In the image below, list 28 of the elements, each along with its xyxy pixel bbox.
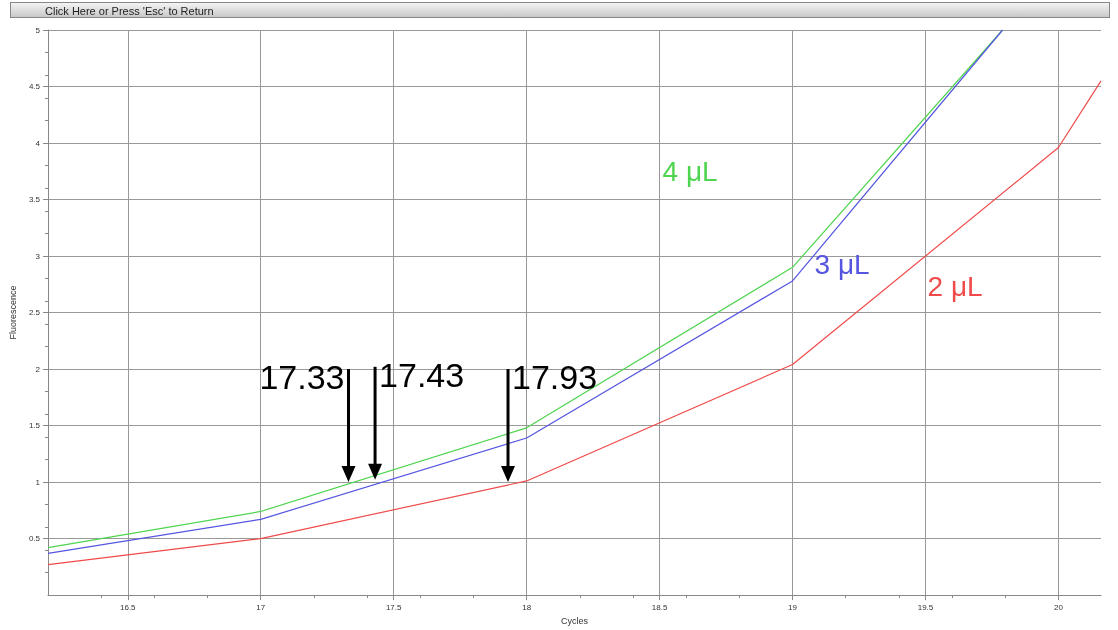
y-tick-label: 3: [35, 251, 41, 261]
x-tick-label: 18: [522, 602, 532, 612]
text: Click Here or Press 'Esc' to Return: [10, 2, 1110, 18]
y-tick-label: 2.5: [28, 308, 41, 318]
annotation: 17.33: [259, 358, 345, 397]
y-tick-label: 4: [35, 138, 41, 148]
x-tick-label: 18.5: [651, 602, 668, 612]
y-tick-label: 4.5: [28, 82, 41, 92]
x-axis-title: Cycles: [560, 615, 589, 626]
y-tick-label: 2: [35, 364, 41, 374]
x-tick-label: 19: [788, 602, 798, 612]
x-tick-label: 17.5: [385, 602, 403, 612]
annotation: 17.93: [512, 358, 598, 397]
y-tick-label: 0.5: [28, 534, 41, 544]
y-tick-label: 3.5: [28, 195, 41, 205]
series-label: 3 μL: [814, 249, 870, 281]
y-tick-label: 1: [35, 477, 41, 487]
x-tick-label: 17: [256, 602, 266, 612]
x-tick-label: 19.5: [917, 602, 934, 612]
y-tick-label: 5: [35, 25, 41, 35]
text: 4 μL: [662, 155, 718, 187]
y-tick-label: 1.5: [28, 421, 41, 431]
y-axis-title: Fluorescence: [8, 285, 19, 340]
line-series: [47, 80, 1102, 566]
annotation: 17.43: [379, 355, 465, 394]
series-label: 2 μL: [927, 271, 983, 303]
x-tick-label: 16.5: [119, 602, 137, 612]
x-tick-label: 20: [1054, 602, 1064, 612]
